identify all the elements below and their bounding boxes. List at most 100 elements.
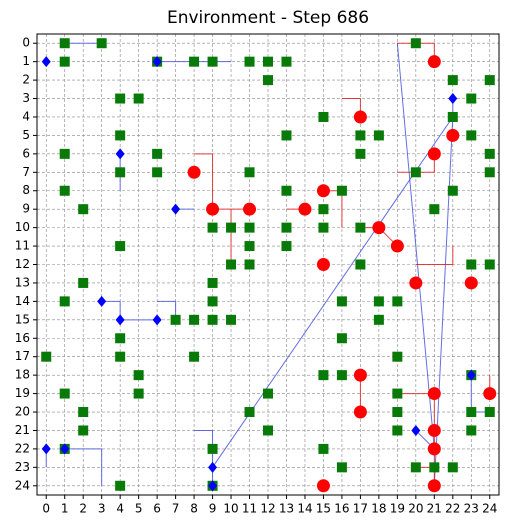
square-marker xyxy=(189,351,200,362)
square-marker xyxy=(336,185,347,196)
diamond-marker xyxy=(448,93,458,105)
square-marker xyxy=(244,222,255,233)
square-marker xyxy=(207,56,218,67)
x-tick-label: 14 xyxy=(297,502,312,516)
diamond-marker xyxy=(115,148,125,160)
square-marker xyxy=(281,56,292,67)
square-marker xyxy=(281,222,292,233)
square-marker xyxy=(78,407,89,418)
square-marker xyxy=(41,351,52,362)
y-tick-label: 4 xyxy=(22,109,30,123)
square-marker xyxy=(263,425,273,436)
circle-marker xyxy=(372,221,386,235)
square-marker xyxy=(263,75,273,86)
square-marker xyxy=(96,38,107,49)
square-marker xyxy=(244,259,255,270)
diamond-marker xyxy=(41,443,51,455)
diamond-marker xyxy=(466,369,476,381)
square-marker xyxy=(59,38,70,49)
square-marker xyxy=(170,314,181,325)
circle-marker xyxy=(353,368,367,382)
square-marker xyxy=(207,443,218,454)
square-marker xyxy=(466,259,477,270)
y-tick-label: 1 xyxy=(22,54,30,68)
circle-marker xyxy=(390,239,404,253)
square-marker xyxy=(244,56,255,67)
square-marker xyxy=(429,462,440,473)
square-marker xyxy=(133,370,144,381)
square-marker xyxy=(466,407,477,418)
circle-marker xyxy=(206,202,220,216)
trail xyxy=(194,429,214,486)
square-marker xyxy=(373,130,384,141)
square-marker xyxy=(263,56,273,67)
y-tick-label: 8 xyxy=(22,183,30,197)
x-tick-label: 22 xyxy=(445,502,460,516)
circle-marker xyxy=(427,442,441,456)
circle-marker xyxy=(316,184,330,198)
diamond-marker xyxy=(115,314,125,326)
y-tick-label: 21 xyxy=(15,423,30,437)
square-marker xyxy=(189,314,200,325)
circle-marker xyxy=(187,165,201,179)
square-marker xyxy=(373,314,384,325)
x-tick-label: 21 xyxy=(427,502,442,516)
square-marker xyxy=(447,462,458,473)
circle-marker xyxy=(427,387,441,401)
y-tick-label: 6 xyxy=(22,146,30,160)
x-tick-label: 3 xyxy=(98,502,106,516)
square-marker xyxy=(410,167,421,178)
square-marker xyxy=(226,314,237,325)
square-marker xyxy=(355,148,366,159)
trail xyxy=(101,300,158,321)
x-tick-label: 11 xyxy=(242,502,257,516)
square-marker xyxy=(484,259,495,270)
square-marker xyxy=(244,407,255,418)
y-tick-label: 24 xyxy=(15,478,30,492)
square-marker xyxy=(484,75,495,86)
x-tick-label: 13 xyxy=(279,502,294,516)
square-marker xyxy=(336,370,347,381)
circle-marker xyxy=(353,405,367,419)
y-tick-label: 18 xyxy=(15,368,30,382)
square-marker xyxy=(484,407,495,418)
diamond-marker xyxy=(411,424,421,436)
x-tick-label: 12 xyxy=(260,502,275,516)
circle-marker xyxy=(427,423,441,437)
square-marker xyxy=(336,462,347,473)
square-marker xyxy=(152,148,163,159)
square-marker xyxy=(466,425,477,436)
square-marker xyxy=(318,443,329,454)
x-tick-label: 2 xyxy=(79,502,87,516)
square-marker xyxy=(447,185,458,196)
circle-marker xyxy=(427,55,441,69)
y-tick-label: 2 xyxy=(22,73,30,87)
chart-title: Environment - Step 686 xyxy=(167,8,369,28)
square-marker xyxy=(115,480,126,491)
square-marker xyxy=(466,93,477,104)
square-marker xyxy=(447,75,458,86)
trail xyxy=(64,448,103,486)
plot-frame xyxy=(36,33,500,496)
square-marker xyxy=(207,296,218,307)
circle-marker xyxy=(243,202,257,216)
x-tick-label: 20 xyxy=(408,502,423,516)
circle-marker xyxy=(409,276,423,290)
square-marker xyxy=(466,130,477,141)
square-marker xyxy=(59,148,70,159)
diamond-marker xyxy=(208,480,218,492)
trail xyxy=(157,300,177,320)
y-tick-label: 22 xyxy=(15,441,30,455)
y-tick-label: 3 xyxy=(22,91,30,105)
square-marker xyxy=(355,222,366,233)
square-marker xyxy=(429,204,440,215)
x-tick-label: 8 xyxy=(190,502,198,516)
circle-marker xyxy=(427,147,441,161)
square-marker xyxy=(244,241,255,252)
square-marker xyxy=(115,167,126,178)
square-marker xyxy=(78,277,89,288)
square-marker xyxy=(318,222,329,233)
square-marker xyxy=(447,111,458,122)
square-marker xyxy=(115,93,126,104)
